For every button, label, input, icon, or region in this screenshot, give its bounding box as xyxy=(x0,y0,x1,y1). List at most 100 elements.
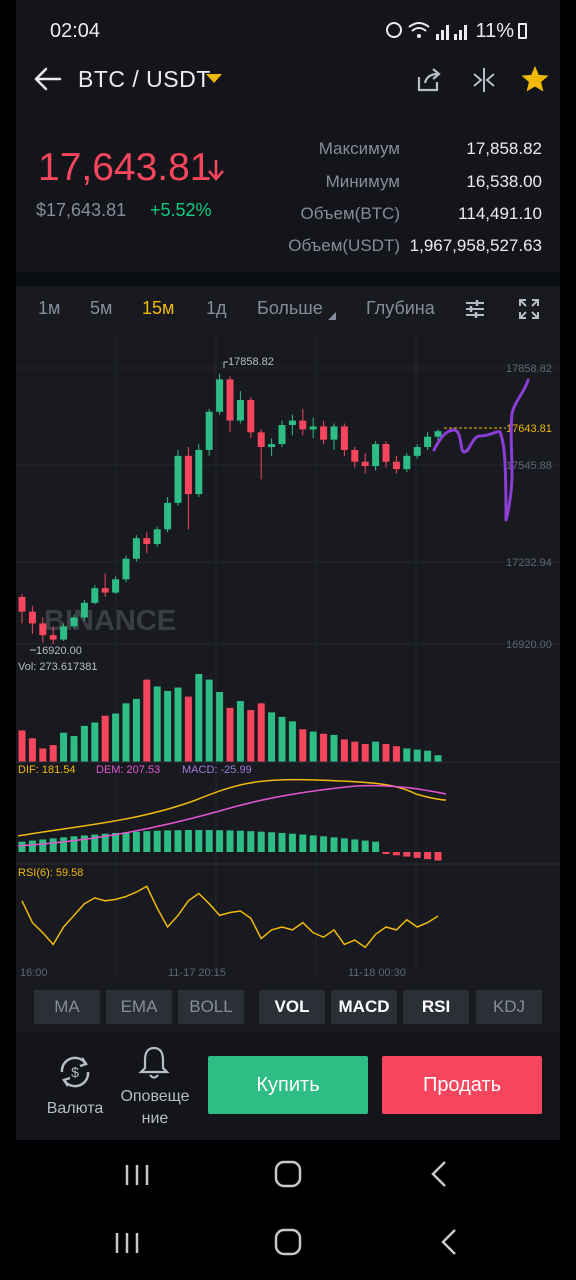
indicator-kdj[interactable]: KDJ xyxy=(476,990,542,1024)
share-icon[interactable] xyxy=(416,68,442,92)
macd-bar xyxy=(101,833,109,852)
macd-bar xyxy=(340,838,348,852)
time-axis-label: 16:00 xyxy=(20,967,48,979)
tf-15m[interactable]: 15м xyxy=(142,298,175,318)
candle-body xyxy=(18,596,26,612)
battery-icon xyxy=(518,23,527,39)
settings-sliders-icon[interactable] xyxy=(464,298,486,320)
recent-apps-icon[interactable] xyxy=(114,1232,140,1254)
bell-icon[interactable] xyxy=(138,1044,170,1080)
volume-bar xyxy=(382,743,390,762)
candle-body xyxy=(80,602,88,618)
tf-1m[interactable]: 1м xyxy=(38,298,61,318)
stat-vol-usdt-value: 1,967,958,527.63 xyxy=(409,236,542,255)
candle-body xyxy=(309,426,317,430)
candle-body xyxy=(413,447,421,456)
favorite-star-icon[interactable] xyxy=(520,64,550,94)
macd-bar xyxy=(299,834,307,852)
pair-title[interactable]: BTC / USDT xyxy=(78,66,211,92)
volume-bar xyxy=(70,736,78,762)
home-icon[interactable] xyxy=(274,1160,302,1188)
currency-label[interactable]: Валюта xyxy=(46,1100,104,1117)
back-arrow-icon[interactable] xyxy=(32,66,62,92)
candle-body xyxy=(299,420,307,430)
sell-button[interactable]: Продать xyxy=(382,1056,542,1114)
svg-text:$: $ xyxy=(71,1064,79,1080)
hand-drawn-annotation xyxy=(432,378,530,522)
currency-exchange-icon[interactable]: $ xyxy=(52,1052,98,1092)
candle-body xyxy=(153,529,161,545)
macd-bar xyxy=(288,833,296,852)
volume-bar xyxy=(39,748,47,762)
candle-body xyxy=(247,399,255,433)
candle-body xyxy=(392,461,400,470)
chevron-down-icon[interactable] xyxy=(206,74,222,84)
back-icon[interactable] xyxy=(440,1228,458,1256)
pair-header: BTC / USDT xyxy=(16,46,560,116)
stat-high-label: Максимум xyxy=(318,139,400,158)
stat-vol-usdt-label: Объем(USDT) xyxy=(288,236,400,255)
indicator-ema[interactable]: EMA xyxy=(106,990,172,1024)
volume-bar xyxy=(361,743,369,762)
tf-5m[interactable]: 5м xyxy=(90,298,113,318)
alert-label-line2[interactable]: ние xyxy=(141,1110,169,1127)
candle-body xyxy=(268,444,276,448)
volume-bar xyxy=(49,745,57,762)
indicator-ma[interactable]: MA xyxy=(34,990,100,1024)
macd-bar xyxy=(153,830,161,852)
candle-body xyxy=(278,424,286,445)
volume-bar xyxy=(299,729,307,762)
macd-bar xyxy=(403,852,411,857)
indicator-macd[interactable]: MACD xyxy=(331,990,397,1024)
candle-body xyxy=(205,411,213,450)
indicator-rsi[interactable]: RSI xyxy=(403,990,469,1024)
tf-1d[interactable]: 1д xyxy=(206,298,227,318)
candle-body xyxy=(70,617,78,627)
compare-icon[interactable] xyxy=(471,66,497,94)
stat-high-value: 17,858.82 xyxy=(466,139,542,158)
candle-body xyxy=(132,538,140,559)
macd-bar xyxy=(205,830,213,852)
volume-bar xyxy=(340,739,348,762)
recent-apps-icon[interactable] xyxy=(124,1164,150,1186)
candle-body xyxy=(184,455,192,495)
indicator-vol[interactable]: VOL xyxy=(259,990,325,1024)
fullscreen-icon[interactable] xyxy=(518,298,540,320)
macd-bar xyxy=(236,830,244,852)
macd-histogram xyxy=(18,830,442,861)
macd-bar xyxy=(247,831,255,852)
volume-bar xyxy=(288,721,296,762)
volume-bar xyxy=(309,731,317,762)
alarm-icon xyxy=(386,22,402,38)
last-price: 17,643.81 xyxy=(38,146,212,189)
macd-bar xyxy=(184,830,192,852)
home-icon[interactable] xyxy=(274,1228,302,1256)
candle-body xyxy=(122,558,130,580)
back-icon[interactable] xyxy=(430,1160,448,1188)
volume-bar xyxy=(91,722,99,762)
macd-bar xyxy=(309,835,317,852)
price-axis-label: 16920.00 xyxy=(506,639,552,651)
time-axis-label: 11-18 00:30 xyxy=(348,967,406,979)
stat-low-label: Минимум xyxy=(325,172,400,191)
alert-label-line1[interactable]: Оповеще xyxy=(120,1088,190,1105)
volume-bar xyxy=(278,716,286,762)
volume-bar xyxy=(122,703,130,762)
volume-bar xyxy=(164,690,172,762)
macd-bar xyxy=(382,852,390,854)
candle-body xyxy=(382,444,390,462)
candle-body xyxy=(330,426,338,440)
tf-depth[interactable]: Глубина xyxy=(366,298,435,318)
macd-bar xyxy=(434,852,442,861)
indicator-bar: MA EMA BOLL VOL MACD RSI KDJ xyxy=(16,990,560,1026)
volume-label: Vol: 273.617381 xyxy=(18,661,98,673)
price-down-arrow-icon xyxy=(208,160,224,181)
buy-button[interactable]: Купить xyxy=(208,1056,368,1114)
indicator-boll[interactable]: BOLL xyxy=(178,990,244,1024)
tf-more[interactable]: Больше xyxy=(257,298,323,318)
rsi-label: RSI(6): 59.58 xyxy=(18,867,83,879)
kline-chart[interactable]: BINANCE 17858.82 17545.88 17232.94 16920… xyxy=(16,334,560,984)
candle-body xyxy=(236,399,244,421)
candle-body xyxy=(28,611,36,624)
candle-body xyxy=(361,461,369,467)
